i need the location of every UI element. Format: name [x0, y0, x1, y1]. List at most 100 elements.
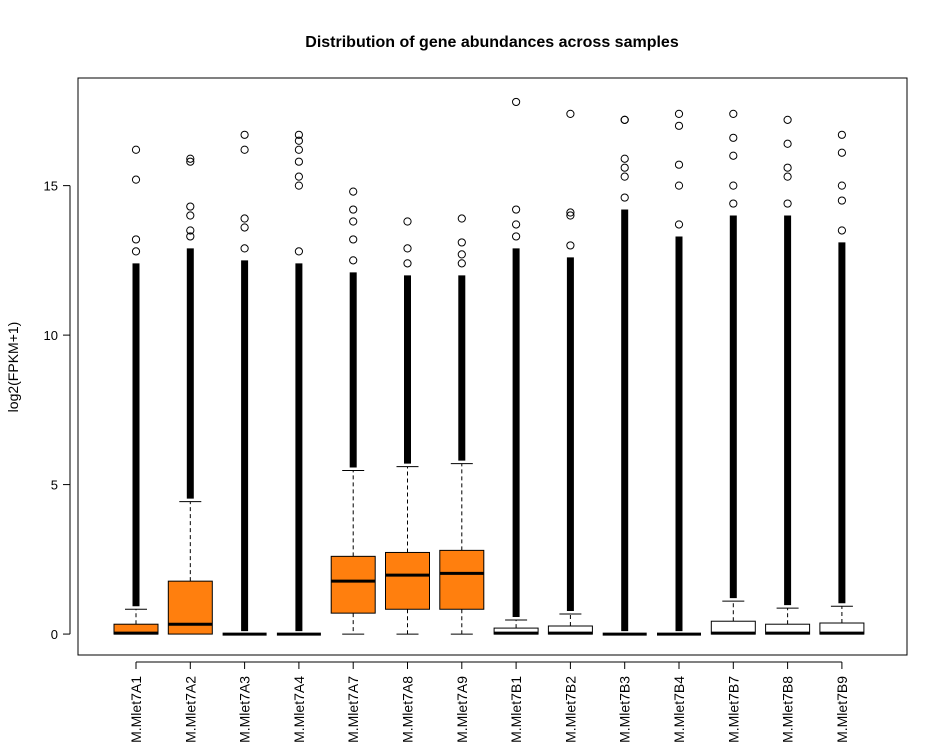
- sample-box: [167, 154, 213, 635]
- outlier-point: [783, 115, 792, 124]
- boxes: [113, 97, 865, 636]
- outlier-point: [566, 211, 575, 220]
- sample-box: [710, 109, 756, 635]
- outlier-point: [457, 214, 466, 223]
- x-tick-label: M.Mlet7B7: [725, 676, 741, 743]
- outlier-point: [674, 109, 684, 118]
- outlier-point: [131, 175, 141, 184]
- chart-title: Distribution of gene abundances across s…: [305, 34, 679, 51]
- outlier-point: [240, 244, 249, 253]
- x-tick-label: M.Mlet7A2: [182, 676, 198, 743]
- sample-box: [657, 109, 701, 636]
- x-tick-label: M.Mlet7A3: [237, 676, 253, 743]
- outlier-point: [349, 256, 358, 265]
- sample-box: [547, 109, 593, 635]
- outlier-point: [294, 136, 303, 145]
- outlier-point: [131, 247, 141, 256]
- outlier-point: [349, 235, 358, 244]
- outlier-point: [240, 130, 249, 139]
- box: [385, 551, 430, 610]
- outlier-point: [294, 181, 303, 190]
- sample-box: [602, 115, 647, 636]
- x-tick-label: M.Mlet7B4: [671, 676, 687, 743]
- box: [439, 549, 485, 610]
- y-tick-label: 5: [51, 478, 58, 493]
- y-tick-label: 15: [44, 179, 58, 194]
- box: [167, 580, 213, 635]
- outlier-point: [294, 247, 303, 256]
- outlier-point: [620, 163, 629, 172]
- outlier-point: [674, 160, 684, 169]
- outlier-point: [186, 154, 195, 163]
- outlier-point: [837, 181, 847, 190]
- outlier-point: [729, 109, 738, 118]
- outlier-point: [240, 145, 249, 154]
- outlier-point: [240, 223, 249, 232]
- x-tick-label: M.Mlet7B9: [834, 676, 850, 743]
- outlier-point: [783, 163, 792, 172]
- outlier-point: [403, 259, 412, 268]
- outlier-point: [620, 172, 629, 181]
- outlier-point: [729, 181, 738, 190]
- sample-box: [330, 187, 376, 635]
- outlier-point: [294, 130, 303, 139]
- outlier-point: [512, 205, 521, 214]
- x-tick-label: M.Mlet7B3: [617, 676, 633, 743]
- outlier-point: [674, 181, 684, 190]
- outlier-point: [349, 187, 358, 196]
- y-tick-label: 0: [51, 627, 58, 642]
- outlier-point: [349, 205, 358, 214]
- outlier-point: [837, 196, 847, 205]
- outlier-point: [729, 151, 738, 160]
- outlier-point: [186, 226, 195, 235]
- outlier-point: [186, 211, 195, 220]
- sample-box: [765, 115, 811, 635]
- outlier-point: [186, 202, 195, 211]
- y-axis: 0 5 10 15: [44, 179, 71, 642]
- outlier-point: [837, 148, 847, 157]
- outlier-point: [457, 250, 466, 259]
- outlier-point: [403, 244, 412, 253]
- outlier-point: [403, 217, 412, 226]
- outlier-point: [512, 220, 521, 229]
- sample-box: [439, 214, 485, 635]
- outlier-point: [294, 145, 303, 154]
- x-tick-label: M.Mlet7B8: [780, 676, 796, 743]
- outlier-point: [349, 217, 358, 226]
- outlier-point: [729, 133, 738, 142]
- sample-box: [819, 130, 865, 635]
- x-tick-label: M.Mlet7A4: [291, 676, 307, 743]
- sample-box: [276, 130, 321, 636]
- sample-box: [222, 130, 267, 636]
- outlier-point: [783, 139, 792, 148]
- plot-frame: [77, 77, 908, 656]
- box: [330, 555, 376, 614]
- outlier-point: [674, 121, 684, 130]
- outlier-point: [566, 109, 575, 118]
- outlier-point: [457, 259, 466, 268]
- outlier-point: [566, 241, 575, 250]
- x-tick-label: M.Mlet7A8: [400, 676, 416, 743]
- x-tick-label: M.Mlet7A1: [128, 676, 144, 743]
- outlier-point: [294, 157, 303, 166]
- outlier-point: [512, 232, 521, 241]
- x-tick-label: M.Mlet7B2: [562, 676, 578, 743]
- sample-box: [385, 217, 430, 635]
- outlier-point: [783, 172, 792, 181]
- x-tick-label: M.Mlet7A9: [454, 676, 470, 743]
- outlier-point: [566, 208, 575, 217]
- outlier-point: [240, 214, 249, 223]
- x-tick-label: M.Mlet7B1: [508, 676, 524, 743]
- x-axis: M.Mlet7A1 M.Mlet7A2 M.Mlet7A3 M.Mlet7A4 M.Ml…: [128, 661, 850, 743]
- y-axis-label: log2(FPKM+1): [5, 322, 21, 413]
- outlier-point: [620, 154, 629, 163]
- outlier-point: [457, 238, 466, 247]
- sample-box: [113, 145, 159, 635]
- outlier-point: [620, 115, 629, 124]
- outlier-point: [294, 172, 303, 181]
- outlier-point: [674, 220, 684, 229]
- outlier-point: [729, 199, 738, 208]
- outlier-point: [186, 157, 195, 166]
- x-tick-label: M.Mlet7A7: [345, 676, 361, 743]
